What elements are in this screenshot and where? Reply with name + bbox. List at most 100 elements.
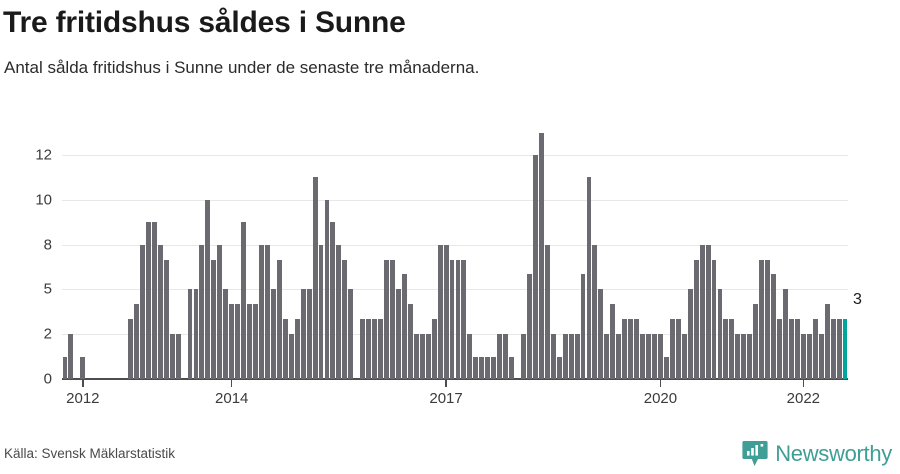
- bar: [312, 177, 318, 379]
- bar: [824, 304, 830, 379]
- bar: [598, 289, 604, 379]
- bar: [550, 334, 556, 379]
- bar: [449, 259, 455, 379]
- bar: [324, 199, 330, 379]
- bar: [777, 319, 782, 379]
- bar: [455, 259, 461, 379]
- bar: [753, 304, 759, 379]
- bar: [806, 334, 812, 379]
- bar: [771, 274, 777, 379]
- bar: [80, 356, 86, 379]
- bar: [491, 356, 497, 379]
- bar: [783, 289, 788, 379]
- bar: [538, 132, 544, 379]
- bar: [235, 304, 241, 379]
- bar: [532, 155, 538, 379]
- bar: [205, 199, 211, 379]
- logo-wordmark: Newsworthy: [775, 441, 892, 466]
- bar: [384, 259, 389, 379]
- page-title: Tre fritidshus såldes i Sunne: [3, 6, 406, 39]
- gridline: [62, 199, 848, 201]
- bar: [336, 244, 342, 379]
- bar: [693, 259, 699, 379]
- gridline: [62, 334, 848, 336]
- bar: [128, 319, 133, 379]
- bar: [747, 334, 753, 379]
- bar: [366, 319, 372, 379]
- bar: [390, 259, 395, 379]
- newsworthy-logo[interactable]: Newsworthy: [742, 440, 892, 468]
- bar: [729, 319, 735, 379]
- bar: [318, 244, 324, 379]
- bar: [425, 334, 431, 379]
- bar: [497, 334, 503, 379]
- x-axis-tick-mark: [659, 379, 662, 387]
- bar: [145, 222, 151, 379]
- bar-highlighted: [842, 319, 848, 379]
- bar: [663, 356, 669, 379]
- bar: [151, 222, 157, 379]
- bar: [836, 319, 842, 379]
- bar: [294, 319, 300, 379]
- page-subtitle: Antal sålda fritidshus i Sunne under de …: [4, 58, 480, 77]
- bar: [342, 259, 348, 379]
- bar: [735, 334, 741, 379]
- bar: [163, 259, 169, 379]
- bar: [521, 334, 526, 379]
- bar: [461, 259, 467, 379]
- y-axis-tick-label: 12: [35, 146, 52, 164]
- bar: [592, 244, 598, 379]
- bar: [360, 319, 366, 379]
- bar: [270, 289, 276, 379]
- bar: [657, 334, 663, 379]
- bar: [169, 334, 175, 379]
- bar: [282, 319, 288, 379]
- y-axis-tick-label: 2: [43, 325, 52, 343]
- bar: [562, 334, 568, 379]
- bar: [395, 289, 401, 379]
- y-axis-tick-label: 0: [43, 370, 52, 388]
- bar: [467, 334, 473, 379]
- bar: [485, 356, 491, 379]
- bar: [62, 356, 68, 379]
- bar: [628, 319, 634, 379]
- bar: [788, 319, 794, 379]
- highlight-value-label: 3: [853, 291, 862, 309]
- bar: [830, 319, 836, 379]
- x-axis-tick-label: 2017: [429, 390, 463, 407]
- x-axis-line: [62, 378, 848, 380]
- bar: [675, 319, 681, 379]
- bar: [812, 319, 818, 379]
- bar: [276, 259, 282, 379]
- bar: [681, 334, 687, 379]
- bar-chart-speech-bubble-icon: [742, 440, 768, 468]
- bar: [306, 289, 312, 379]
- bar-series: [62, 132, 848, 379]
- bar: [139, 244, 145, 379]
- x-axis-tick-label: 2014: [215, 390, 249, 407]
- bar: [616, 334, 622, 379]
- bar: [211, 259, 217, 379]
- bar: [479, 356, 485, 379]
- bar: [652, 334, 657, 379]
- bar: [646, 334, 651, 379]
- x-axis-tick-mark: [82, 379, 84, 387]
- bar: [717, 289, 723, 379]
- bar: [503, 334, 509, 379]
- bar: [568, 334, 574, 379]
- bar: [431, 319, 437, 379]
- bar: [509, 356, 515, 379]
- bar: [610, 304, 616, 379]
- bar: [199, 244, 205, 379]
- bar: [544, 244, 550, 379]
- bar: [407, 304, 413, 379]
- bar: [247, 304, 253, 379]
- bar: [604, 334, 610, 379]
- bar: [187, 289, 193, 379]
- bar: [586, 177, 592, 379]
- bar: [640, 334, 646, 379]
- bar: [580, 274, 586, 379]
- bar: [818, 334, 824, 379]
- bar: [723, 319, 729, 379]
